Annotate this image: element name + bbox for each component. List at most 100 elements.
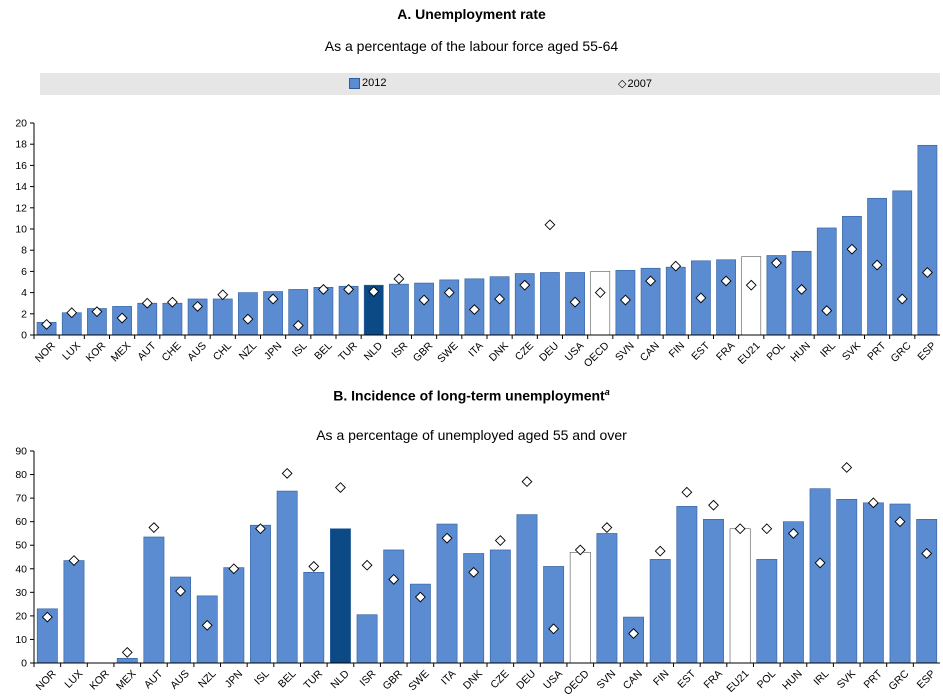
marker-2007-svn [601, 522, 613, 533]
x-tick-label: OECD [582, 340, 612, 370]
y-tick-label: 16 [15, 160, 27, 172]
x-tick-label: BEL [276, 668, 299, 691]
marker-2007-grc [894, 516, 906, 528]
y-tick-label: 30 [15, 587, 27, 599]
x-tick-label: PRT [865, 339, 889, 363]
marker-2007-can [628, 628, 639, 639]
legend-item-2007: ◇ 2007 [618, 77, 652, 91]
x-tick-label: SVK [840, 340, 863, 363]
x-tick-label: EST [689, 339, 712, 362]
bar-hun [783, 521, 804, 664]
panel-a-subtitle: As a percentage of the labour force aged… [324, 38, 619, 54]
x-tick-label: LUX [60, 340, 83, 363]
marker-2007-usa [548, 623, 560, 635]
x-tick-label: CHE [160, 340, 184, 364]
marker-2007-mex [116, 312, 128, 324]
y-tick-label: 6 [21, 266, 27, 278]
x-tick-label: TUR [336, 340, 360, 364]
x-tick-label: SVN [613, 340, 637, 364]
x-tick-label: DEU [514, 668, 538, 692]
y-tick-label: 50 [15, 540, 27, 552]
marker-2007-fin [654, 545, 666, 557]
marker-2007-tur [343, 283, 355, 295]
bar-mex [116, 657, 138, 664]
marker-2007-irl [821, 305, 833, 317]
x-tick-label: DNK [487, 340, 511, 364]
bar-cze [489, 549, 511, 664]
marker-2007-oecd [594, 287, 606, 299]
bar-oecd [590, 271, 611, 336]
x-tick-label: HUN [788, 340, 813, 365]
panel-b-title-text: B. Incidence of long-term unemployment [333, 387, 605, 404]
bar-ita [436, 523, 458, 664]
marker-2007-svk [841, 462, 853, 473]
legend-bar-swatch [349, 77, 360, 89]
marker-2007-kor [91, 306, 103, 318]
bar-eu21 [741, 256, 762, 336]
bar-irl [809, 488, 831, 664]
x-tick-label: GRC [886, 668, 911, 693]
bar-nld [330, 528, 351, 664]
marker-2007-isl [255, 523, 266, 535]
marker-2007-hun [796, 283, 808, 295]
x-tick-label: SVN [594, 668, 618, 692]
bar-oecd [569, 551, 591, 664]
marker-2007-bel [317, 283, 329, 295]
marker-2007-swe [443, 287, 455, 299]
panel-a-title: A. Unemployment rate [397, 6, 546, 22]
marker-2007-esp [921, 548, 933, 559]
x-tick-label: CAN [621, 668, 645, 692]
marker-2007-gbr [388, 573, 400, 585]
y-tick-label: 14 [15, 181, 27, 193]
x-tick-label: NLD [362, 340, 386, 364]
x-tick-label: NZL [237, 340, 260, 363]
bar-esp [917, 144, 938, 336]
bar-isr [389, 283, 409, 336]
x-tick-label: BEL [312, 340, 335, 363]
x-tick-label: JPN [262, 340, 285, 363]
x-tick-label: NLD [328, 668, 352, 692]
y-tick-label: 12 [15, 202, 27, 214]
marker-2007-hun [788, 528, 799, 539]
x-tick-label: SWE [406, 668, 431, 693]
marker-2007-cze [494, 535, 506, 546]
bar-che [162, 302, 183, 336]
x-tick-label: MEX [114, 668, 139, 693]
x-tick-label: POL [764, 340, 787, 363]
legend-label-2007: 2007 [627, 77, 652, 90]
marker-2007-nzl [201, 619, 213, 631]
y-tick-label: 20 [15, 610, 27, 622]
y-tick-label: 10 [15, 224, 27, 236]
marker-2007-svn [619, 294, 631, 306]
marker-2007-eu21 [734, 523, 746, 535]
x-tick-label: CZE [513, 340, 536, 363]
x-tick-label: IRL [818, 340, 838, 360]
bar-svk [836, 498, 858, 664]
bar-lux [63, 560, 85, 664]
marker-2007-deu [521, 476, 533, 488]
x-tick-label: EU21 [724, 668, 751, 695]
legend-item-2012: 2012 [349, 77, 386, 89]
bar-fra [703, 519, 724, 664]
y-tick-label: 2 [21, 308, 27, 320]
marker-2007-est [681, 486, 693, 498]
x-tick-label: HUN [780, 668, 805, 693]
panel-b-title-footnote: a [604, 387, 610, 397]
x-tick-label: MEX [109, 340, 134, 365]
x-tick-label: LUX [62, 668, 85, 691]
marker-2007-esp [921, 267, 933, 278]
marker-2007-aus [175, 585, 186, 597]
marker-2007-nor [41, 611, 53, 623]
y-tick-label: 80 [15, 469, 27, 481]
bar-grc [889, 503, 911, 664]
bar-usa [543, 566, 565, 664]
marker-2007-aut [141, 297, 153, 309]
x-tick-label: ITA [439, 668, 458, 687]
marker-2007-jpn [267, 293, 279, 305]
marker-2007-eu21 [745, 279, 757, 291]
bar-fra [716, 259, 736, 336]
marker-2007-tur [308, 560, 320, 572]
marker-2007-nzl [242, 313, 254, 325]
marker-2007-est [695, 292, 707, 304]
x-tick-label: AUT [135, 339, 159, 363]
